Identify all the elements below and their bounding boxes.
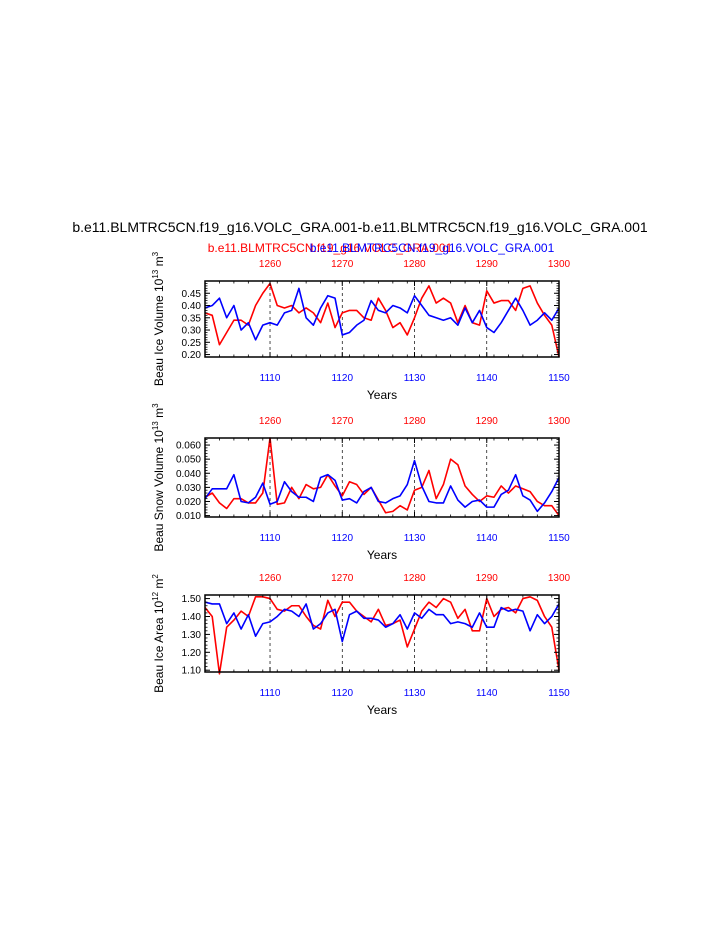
bottom-x-tick-label: 1140 [476, 688, 498, 699]
y-tick-label: 1.20 [182, 648, 202, 659]
x-axis-label: Years [367, 703, 397, 717]
bottom-x-tick-label: 1120 [332, 373, 354, 384]
plot-frame [204, 280, 560, 358]
bottom-x-tick-label: 1110 [260, 373, 281, 384]
y-tick-label: 0.40 [182, 301, 202, 312]
top-x-tick-label: 1260 [259, 416, 282, 427]
bottom-x-tick-label: 1150 [548, 688, 570, 699]
bottom-x-tick-label: 1120 [332, 688, 354, 699]
bottom-x-tick-label: 1130 [404, 533, 426, 544]
figure-title: b.e11.BLMTRC5CN.f19_g16.VOLC_GRA.001-b.e… [72, 219, 648, 235]
top-x-tick-label: 1270 [331, 416, 354, 427]
y-axis-label: Beau Ice Area 1012 m2 [151, 574, 166, 693]
y-tick-label: 0.040 [176, 469, 201, 480]
y-tick-label: 0.20 [182, 350, 202, 361]
top-x-tick-label: 1290 [476, 259, 499, 270]
panel-3: 1.10 1.20 1.30 1.40 1.50 1260 1270 1280 1290 1300… [151, 573, 571, 717]
top-x-tick-label: 1270 [331, 259, 354, 270]
series-line-blue [204, 459, 560, 513]
series-line-red [204, 282, 560, 358]
bottom-x-tick-label: 1150 [548, 533, 570, 544]
legend-blue-label: b.e11.BLMTRC5CN.f19_g16.VOLC_GRA.001 [310, 241, 555, 255]
bottom-x-tick-label: 1130 [404, 373, 426, 384]
series-line-blue [204, 287, 560, 341]
panels: 0.200.250.30 0.350.400.45 1260 1270 1280 1290… [151, 251, 571, 717]
y-tick-label: 0.25 [182, 338, 202, 349]
series-line-red [204, 595, 560, 675]
y-tick-label: 0.45 [182, 289, 202, 300]
top-x-tick-label: 1280 [403, 416, 426, 427]
top-x-tick-label: 1290 [476, 416, 499, 427]
bottom-x-tick-label: 1140 [476, 533, 498, 544]
bottom-x-tick-label: 1130 [404, 688, 426, 699]
panel-2: 0.010 0.020 0.030 0.040 0.050 0.060 1260 1270 12… [151, 403, 571, 562]
top-x-tick-label: 1260 [259, 573, 282, 584]
y-tick-label: 1.50 [182, 594, 202, 605]
y-tick-label: 1.40 [182, 612, 202, 623]
series-line-red [204, 437, 560, 517]
x-axis-label: Years [367, 548, 397, 562]
y-tick-label: 0.010 [176, 511, 201, 522]
y-tick-label: 0.060 [176, 441, 201, 452]
bottom-x-tick-label: 1120 [332, 533, 354, 544]
top-x-tick-label: 1280 [403, 573, 426, 584]
y-tick-label: 0.050 [176, 455, 201, 466]
top-x-tick-label: 1260 [259, 259, 282, 270]
top-x-tick-label: 1290 [476, 573, 499, 584]
top-x-tick-label: 1300 [548, 573, 571, 584]
plot-frame [204, 437, 560, 518]
top-x-tick-label: 1280 [403, 259, 426, 270]
bottom-x-tick-label: 1150 [548, 373, 570, 384]
panel-1: 0.200.250.30 0.350.400.45 1260 1270 1280 1290… [151, 251, 571, 402]
legend: b.e11.BLMTRC5CN.f19_g16.VOLC_GRA.001 b.e… [208, 241, 555, 255]
y-tick-label: 0.020 [176, 497, 201, 508]
series-line-blue [204, 601, 560, 643]
y-tick-label: 0.35 [182, 313, 202, 324]
bottom-x-tick-label: 1110 [260, 533, 281, 544]
plot-frame [204, 594, 560, 673]
bottom-x-tick-label: 1140 [476, 373, 498, 384]
legend-red-label: b.e11.BLMTRC5CN.f19_g16.VOLC_GRA.001 [208, 241, 453, 255]
top-x-tick-label: 1300 [548, 416, 571, 427]
y-tick-label: 0.30 [182, 326, 202, 337]
top-x-tick-label: 1270 [331, 573, 354, 584]
top-x-tick-label: 1300 [548, 259, 571, 270]
y-tick-label: 0.030 [176, 483, 201, 494]
x-axis-label: Years [367, 388, 397, 402]
bottom-x-tick-label: 1110 [260, 688, 281, 699]
y-axis-label: Beau Ice Volume 1013 m3 [151, 251, 166, 386]
y-tick-label: 1.10 [182, 666, 202, 677]
y-axis-label: Beau Snow Volume 1013 m3 [151, 403, 166, 552]
y-tick-label: 1.30 [182, 630, 202, 641]
